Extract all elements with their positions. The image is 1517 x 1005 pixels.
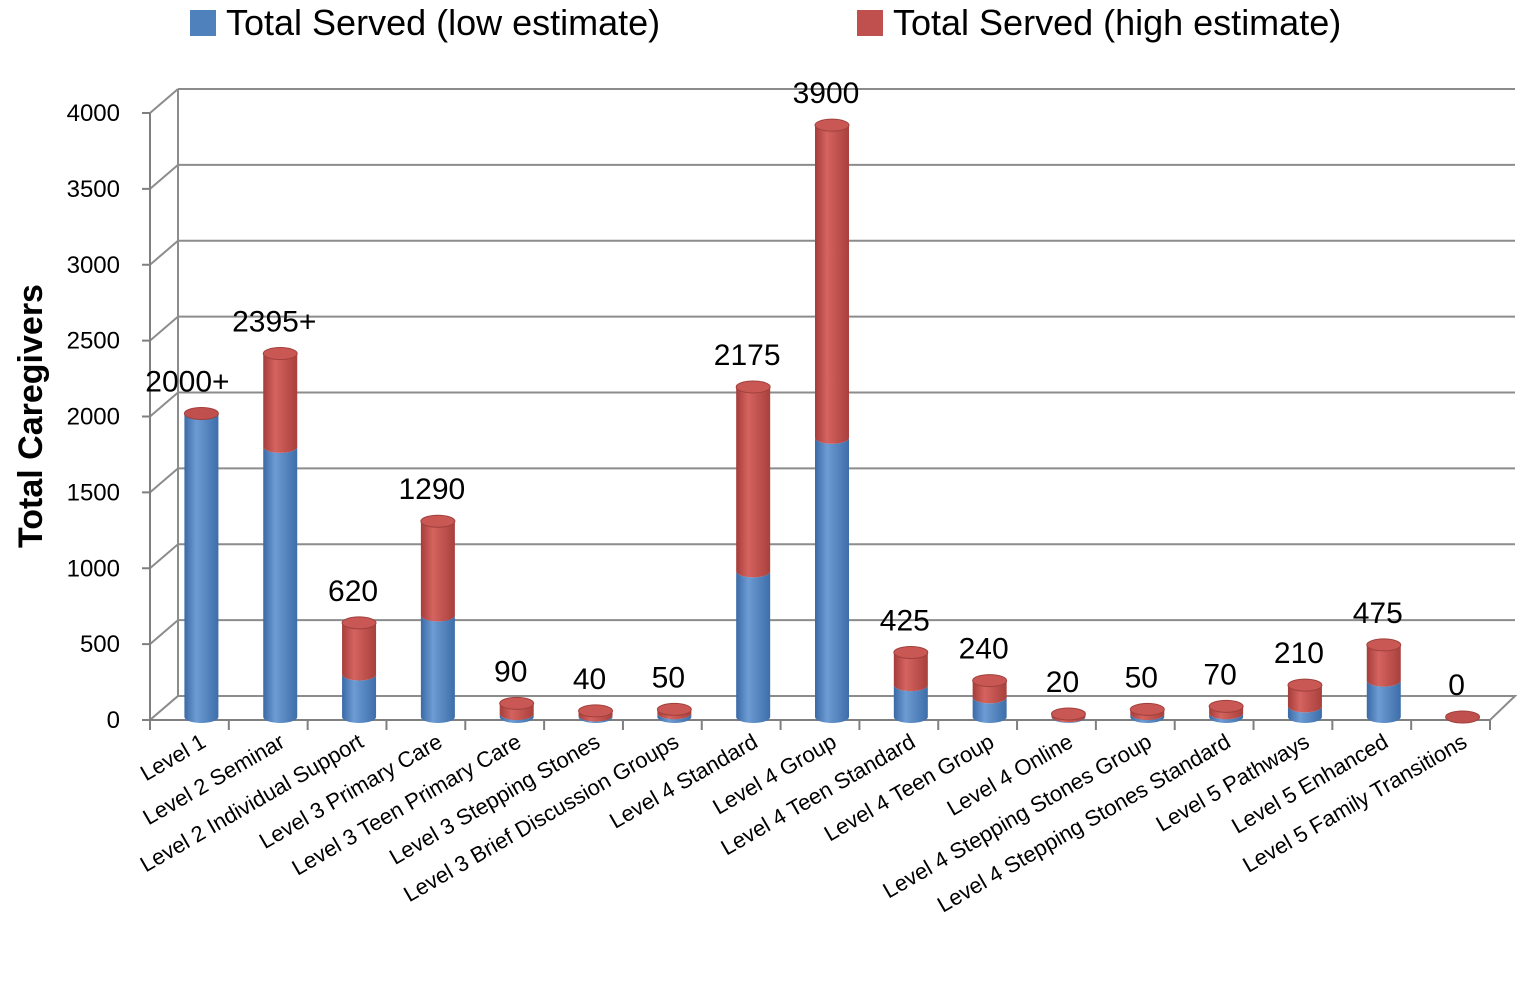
bar-top-cap xyxy=(814,118,850,132)
bar-top-cap xyxy=(578,704,614,718)
grid-diagonal xyxy=(149,164,179,190)
y-tick-label: 1000 xyxy=(67,555,120,582)
data-label: 3900 xyxy=(793,77,860,110)
data-label: 90 xyxy=(494,655,527,688)
bar-low xyxy=(184,413,219,723)
bar-low xyxy=(972,697,1007,723)
bar-high xyxy=(578,710,613,722)
data-label: 50 xyxy=(652,661,685,694)
grid-diagonal xyxy=(149,619,179,645)
data-label: 620 xyxy=(328,575,378,608)
bar-low xyxy=(342,674,377,723)
legend-swatch-high xyxy=(857,10,883,36)
legend-item-low: Total Served (low estimate) xyxy=(190,2,660,44)
bar-low xyxy=(1209,713,1244,723)
bar-high xyxy=(1287,685,1322,713)
bar-top-cap xyxy=(1208,699,1244,713)
y-tick-label: 500 xyxy=(80,631,120,658)
bar-low xyxy=(578,715,613,723)
bar-low xyxy=(736,571,771,723)
data-label: 0 xyxy=(1448,669,1465,702)
bar-high xyxy=(1051,713,1086,723)
y-tick-label: 0 xyxy=(107,707,120,734)
bar-low xyxy=(1366,680,1401,723)
bar-low xyxy=(1287,706,1322,723)
data-label: 240 xyxy=(959,633,1009,666)
bar-low xyxy=(657,713,692,723)
bar-low xyxy=(1130,713,1165,723)
y-tick-label: 3000 xyxy=(67,252,120,279)
data-label: 475 xyxy=(1353,597,1403,630)
bar-top-cap xyxy=(972,674,1008,688)
grid-diagonal xyxy=(149,391,179,418)
bar-high xyxy=(815,125,849,444)
bar-top-cap xyxy=(262,347,298,361)
grid-diagonal xyxy=(149,543,179,570)
y-tick-label: 4000 xyxy=(67,100,120,127)
data-label: 2395+ xyxy=(232,306,316,339)
bar-low xyxy=(420,615,455,723)
data-label: 70 xyxy=(1203,658,1236,691)
data-label: 2175 xyxy=(714,339,781,372)
bar-top-cap xyxy=(893,646,929,660)
data-label: 40 xyxy=(573,663,606,696)
bar-high xyxy=(657,709,692,720)
grid-diagonal xyxy=(149,88,179,114)
bar-high xyxy=(420,521,455,622)
legend-label-high: Total Served (high estimate) xyxy=(893,2,1342,43)
bar-top-cap xyxy=(656,702,692,716)
bar-top-cap xyxy=(1445,710,1481,724)
y-tick-label: 2500 xyxy=(67,328,120,355)
bar-high xyxy=(736,386,771,578)
bar-low xyxy=(893,685,928,723)
bar-top-cap xyxy=(420,514,456,528)
bar-top-cap xyxy=(341,616,377,630)
legend-item-high: Total Served (high estimate) xyxy=(857,2,1341,44)
bar-top-cap xyxy=(735,380,771,394)
chart-legend: Total Served (low estimate) Total Served… xyxy=(0,2,1517,52)
bars xyxy=(183,118,1481,724)
bar-top-cap xyxy=(1366,638,1402,652)
grid-diagonal xyxy=(149,239,179,266)
grid-diagonal xyxy=(149,315,179,342)
y-axis-label: Total Caregivers xyxy=(12,284,50,548)
bar-top-cap xyxy=(1287,678,1323,692)
bar-high xyxy=(1130,709,1165,720)
bar-low xyxy=(499,713,534,723)
bar-high xyxy=(342,622,377,681)
bar-high xyxy=(499,703,534,720)
data-label: 1290 xyxy=(399,473,466,506)
bar-top-cap xyxy=(1129,702,1165,716)
bar-low xyxy=(815,437,849,723)
bar-high xyxy=(1366,644,1401,687)
bar-top-cap xyxy=(183,407,219,420)
data-label: 2000+ xyxy=(145,366,229,399)
bar-low xyxy=(263,446,298,723)
legend-label-low: Total Served (low estimate) xyxy=(226,2,661,43)
data-label: 20 xyxy=(1046,666,1079,699)
grid-diagonal xyxy=(149,467,179,494)
bar-top-cap xyxy=(1050,707,1086,721)
legend-swatch-low xyxy=(190,10,216,36)
data-label: 425 xyxy=(880,605,930,638)
y-tick-label: 1500 xyxy=(67,479,120,506)
bar-high xyxy=(263,353,298,453)
y-tick-label: 2000 xyxy=(67,404,120,431)
data-label: 50 xyxy=(1125,661,1158,694)
bar-top-cap xyxy=(499,696,535,710)
y-tick-label: 3500 xyxy=(67,176,120,203)
bar-high xyxy=(893,652,928,692)
data-label: 210 xyxy=(1274,637,1324,670)
